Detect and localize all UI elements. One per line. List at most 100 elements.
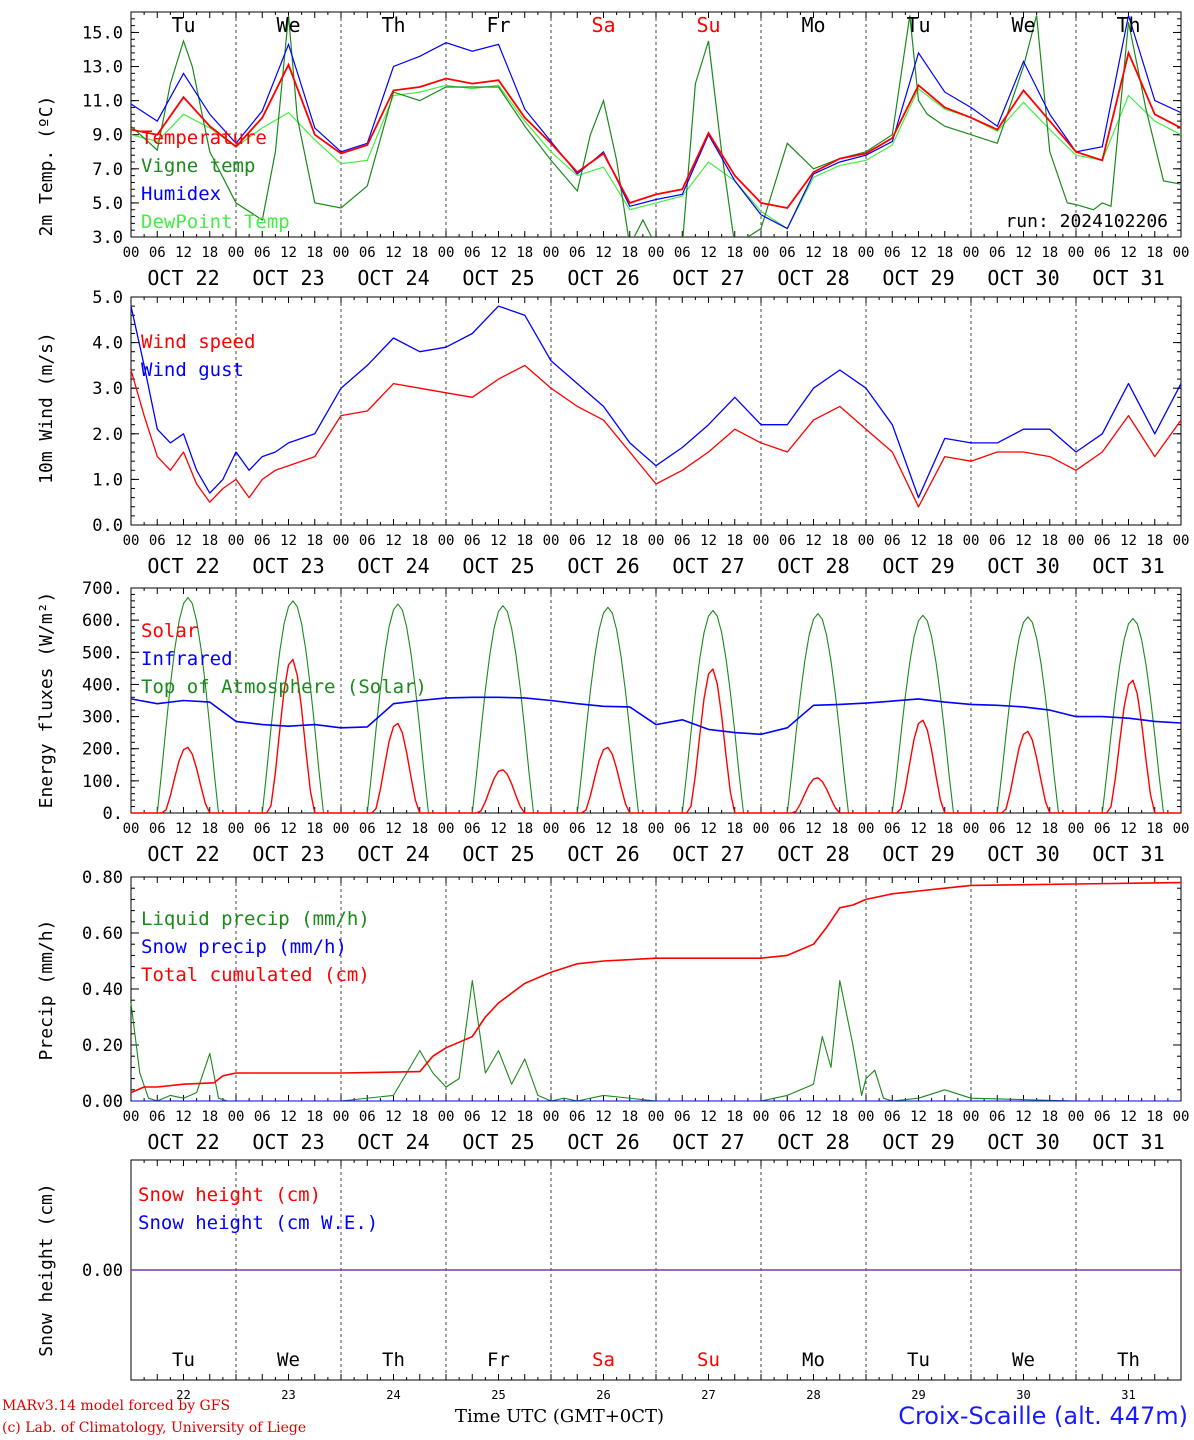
hour-tick-label: 12 [385,245,402,261]
hour-tick-label: 00 [1173,1109,1190,1125]
y-tick-label: 5.0 [92,194,123,214]
temp-series-blue [131,15,1181,230]
hour-tick-label: 06 [464,821,481,837]
weekday-label-bottom: We [1012,1349,1035,1371]
legend-entry: Top of Atmosphere (Solar) [141,676,427,698]
hour-tick-label: 18 [201,1109,218,1125]
hour-tick-label: 06 [674,533,691,549]
hour-tick-label: 18 [516,1109,533,1125]
weekday-label: Fr [486,13,510,37]
hour-tick-label: 06 [884,1109,901,1125]
run-label: run: 2024102206 [1005,211,1168,232]
day-number-label: 25 [491,1388,505,1402]
legend-entry: Total cumulated (cm) [141,964,370,986]
date-label: OCT 25 [462,266,534,290]
hour-tick-label: 18 [516,245,533,261]
hour-tick-label: 00 [1173,245,1190,261]
hour-tick-label: 12 [805,245,822,261]
hour-tick-label: 00 [438,245,455,261]
weekday-label-bottom: Su [697,1349,720,1371]
hour-tick-label: 12 [280,245,297,261]
hour-tick-label: 12 [910,533,927,549]
hour-tick-label: 12 [1015,821,1032,837]
hour-tick-label: 12 [805,821,822,837]
wind-series-red [130,364,1182,508]
day-number-label: 28 [806,1388,820,1402]
hour-tick-label: 18 [1041,1109,1058,1125]
date-label: OCT 24 [357,266,429,290]
y-tick-label: 13.0 [82,58,123,78]
y-tick-label: 9.0 [92,126,123,146]
weekday-label: We [276,13,300,37]
hour-tick-label: 06 [674,245,691,261]
hour-tick-label: 00 [333,821,350,837]
hour-tick-label: 06 [779,245,796,261]
date-label: OCT 28 [777,554,849,578]
hour-tick-label: 18 [1146,245,1163,261]
hour-tick-label: 18 [516,533,533,549]
hour-tick-label: 12 [1015,245,1032,261]
y-axis-title: Snow height (cm) [36,1183,57,1356]
model-credit: MARv3.14 model forced by GFS [2,1398,231,1414]
hour-tick-label: 12 [910,245,927,261]
hour-tick-label: 06 [149,821,166,837]
weekday-label: Th [1116,13,1140,37]
hour-tick-label: 00 [858,533,875,549]
legend-entry: Liquid precip (mm/h) [141,908,370,930]
hour-tick-label: 06 [779,821,796,837]
y-tick-label: 0.00 [82,1261,123,1281]
y-axis-title: Precip (mm/h) [36,920,57,1061]
legend-entry: Solar [141,620,198,642]
y-tick-label: 400. [82,675,123,695]
hour-tick-label: 00 [648,1109,665,1125]
hour-tick-label: 06 [989,533,1006,549]
date-label: OCT 22 [147,266,219,290]
y-tick-label: 700. [82,579,123,599]
hour-tick-label: 00 [753,1109,770,1125]
hour-tick-label: 18 [831,245,848,261]
station-title: Croix-Scaille (alt. 447m) [898,1402,1188,1430]
day-number-label: 22 [176,1388,190,1402]
hour-tick-label: 06 [884,821,901,837]
hour-tick-label: 12 [175,821,192,837]
hour-tick-label: 00 [438,533,455,549]
hour-tick-label: 18 [201,533,218,549]
hour-tick-label: 18 [1146,1109,1163,1125]
y-tick-label: 7.0 [92,160,123,180]
date-label: OCT 23 [252,554,324,578]
day-number-label: 29 [911,1388,925,1402]
hour-tick-label: 06 [569,245,586,261]
hour-tick-label: 12 [700,533,717,549]
day-number-label: 27 [701,1388,715,1402]
hour-tick-label: 00 [1068,1109,1085,1125]
hour-tick-label: 06 [254,1109,271,1125]
y-tick-label: 0. [103,804,123,824]
hour-tick-label: 00 [648,821,665,837]
y-tick-label: 0.80 [82,868,123,888]
legend-entry: Wind speed [141,331,255,353]
date-label: OCT 30 [987,1130,1059,1154]
hour-tick-label: 06 [989,821,1006,837]
hour-tick-label: 06 [464,245,481,261]
hour-tick-label: 18 [621,533,638,549]
hour-tick-label: 12 [1120,245,1137,261]
hour-tick-label: 00 [123,821,140,837]
hour-tick-label: 18 [1146,821,1163,837]
legend-entry: Snow precip (mm/h) [141,936,347,958]
y-tick-label: 15.0 [82,23,123,43]
weekday-label: Su [696,13,720,37]
hour-tick-label: 00 [963,245,980,261]
hour-tick-label: 06 [1094,533,1111,549]
y-axis-title: 10m Wind (m/s) [36,332,57,484]
hour-tick-label: 00 [1068,821,1085,837]
weekday-label-bottom: Th [1117,1349,1140,1371]
day-number-label: 30 [1016,1388,1030,1402]
legend-entry: Humidex [141,183,221,205]
wind-series-blue [130,305,1182,499]
hour-tick-label: 00 [648,533,665,549]
date-label: OCT 29 [882,554,954,578]
hour-tick-label: 18 [1041,821,1058,837]
hour-tick-label: 00 [963,533,980,549]
legend-entry: Snow height (cm) [138,1184,321,1206]
